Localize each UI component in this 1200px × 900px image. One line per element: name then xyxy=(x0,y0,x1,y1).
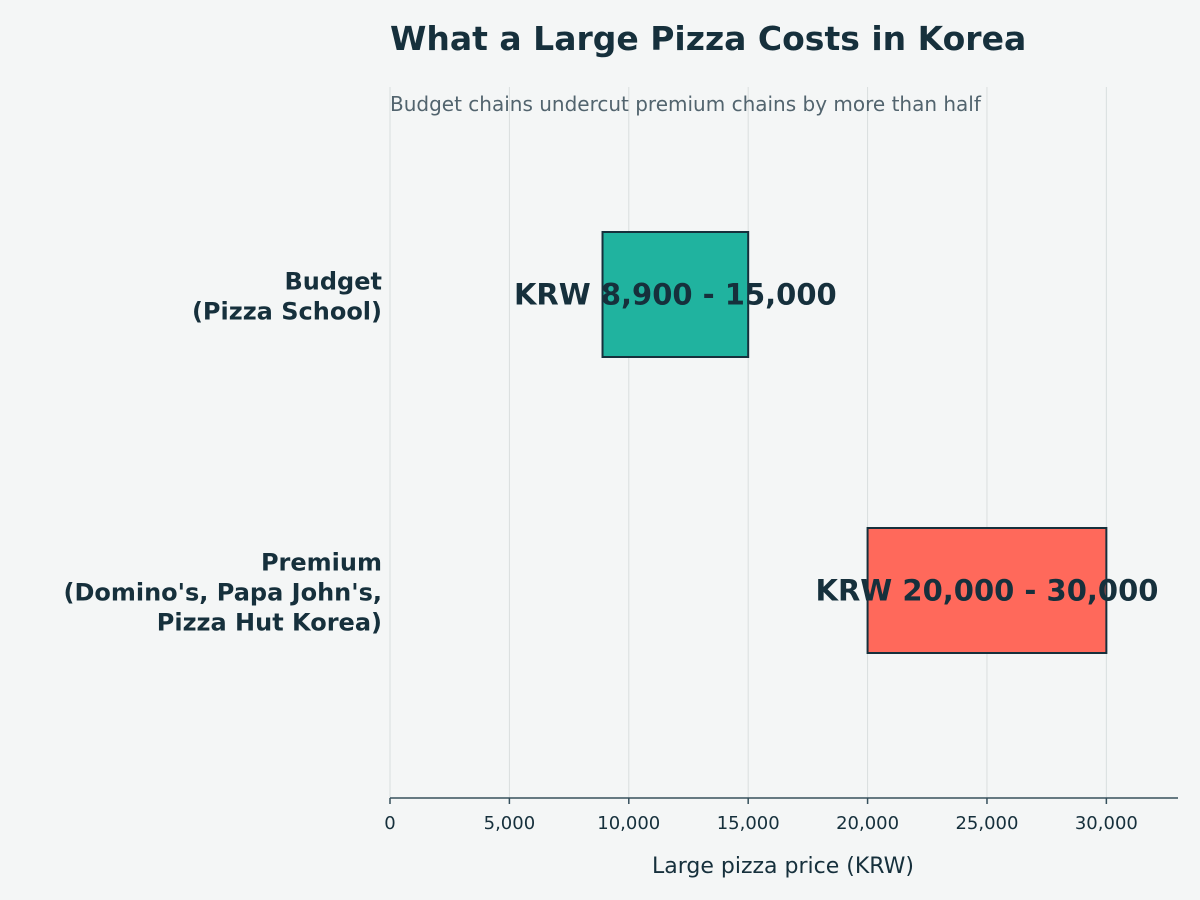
chart-subtitle: Budget chains undercut premium chains by… xyxy=(390,92,982,116)
x-tick-label: 0 xyxy=(384,813,395,834)
bar-value-label: KRW 20,000 - 30,000 xyxy=(816,574,1159,608)
category-label: Budget (Pizza School) xyxy=(192,268,382,326)
x-tick-label: 30,000 xyxy=(1075,813,1138,834)
range-bar xyxy=(601,231,750,358)
x-axis-label: Large pizza price (KRW) xyxy=(652,854,914,879)
data-labels: KRW 8,900 - 15,000 KRW 20,000 - 30,000 xyxy=(514,278,1158,608)
x-tick-label: 10,000 xyxy=(597,813,660,834)
x-tick-label: 20,000 xyxy=(836,813,899,834)
x-tick-label: 5,000 xyxy=(484,813,536,834)
x-tick-label: 15,000 xyxy=(717,813,780,834)
range-bar xyxy=(866,527,1108,654)
category-labels: Budget (Pizza School) Premium (Domino's, Pa… xyxy=(63,268,382,637)
x-tick-label: 25,000 xyxy=(955,813,1018,834)
chart-title: What a Large Pizza Costs in Korea xyxy=(390,19,1026,58)
category-label-line: (Domino's, Papa John's, xyxy=(63,579,382,607)
category-label-line: (Pizza School) xyxy=(192,298,382,326)
category-label-line: Pizza Hut Korea) xyxy=(157,609,382,637)
x-axis: 0 5,000 10,000 15,000 20,000 25,000 30,000 xyxy=(384,797,1178,834)
bar-value-label: KRW 8,900 - 15,000 xyxy=(514,278,837,312)
category-label: Premium (Domino's, Papa John's, Pizza Hut … xyxy=(63,549,382,637)
category-label-line: Budget xyxy=(285,268,383,296)
range-bars xyxy=(601,231,1108,654)
gridlines xyxy=(389,87,1107,798)
category-label-line: Premium xyxy=(261,549,382,577)
